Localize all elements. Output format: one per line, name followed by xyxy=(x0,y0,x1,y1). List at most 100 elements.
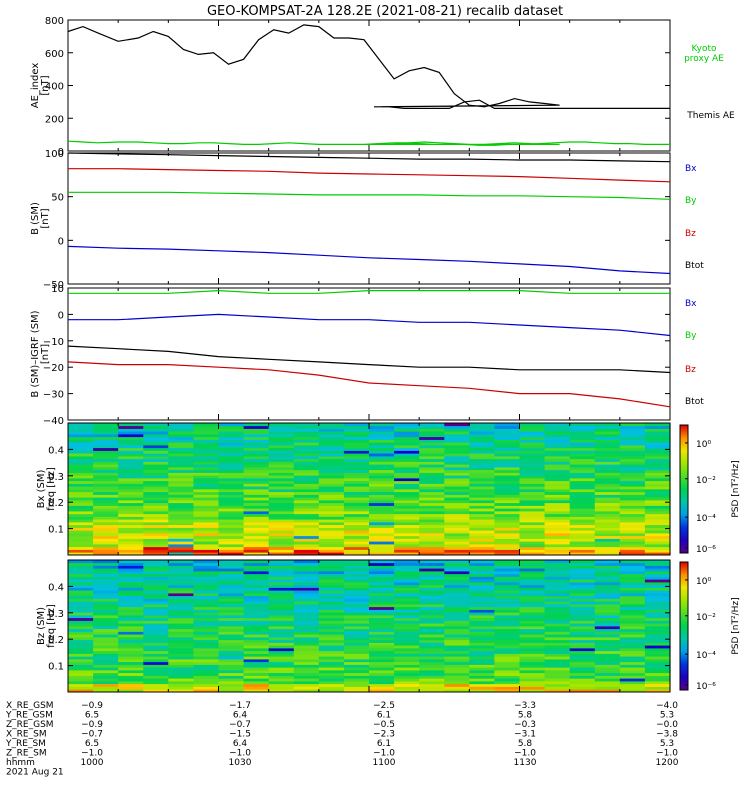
heatmap-cell xyxy=(369,681,395,685)
heatmap-cell xyxy=(519,601,546,605)
heatmap-cell xyxy=(243,533,270,537)
heatmap-cell xyxy=(193,593,220,597)
heatmap-cell xyxy=(394,478,420,482)
heatmap-cell xyxy=(469,522,495,526)
heatmap-cell xyxy=(293,447,320,451)
heatmap-cell xyxy=(444,648,470,652)
y-tick-label: 0.1 xyxy=(48,662,64,673)
heatmap-cell xyxy=(369,527,395,531)
heatmap-cell xyxy=(143,584,169,588)
heatmap-cell xyxy=(68,565,94,569)
heatmap-cell xyxy=(444,576,470,580)
heatmap-cell xyxy=(168,661,194,665)
heatmap-cell xyxy=(243,582,270,586)
heatmap-cell xyxy=(519,423,546,427)
heatmap-cell xyxy=(369,502,395,506)
heatmap-cell xyxy=(343,689,370,693)
colorbar-label: PSD [nT²/Hz] xyxy=(731,597,741,654)
heatmap-cell xyxy=(218,522,245,526)
heatmap-cell xyxy=(419,486,445,490)
heatmap-cell xyxy=(68,628,94,632)
heatmap-cell xyxy=(644,590,671,594)
heatmap-cell xyxy=(68,486,94,490)
heatmap-cell xyxy=(318,675,345,679)
heatmap-cell xyxy=(644,604,671,608)
heatmap-cell xyxy=(293,595,320,599)
heatmap-cell xyxy=(519,593,546,597)
heatmap-cell xyxy=(519,497,546,501)
heatmap-cell xyxy=(644,653,671,657)
heatmap-cell xyxy=(569,483,596,487)
heatmap-cell xyxy=(519,681,546,685)
heatmap-cell xyxy=(193,434,220,438)
heatmap-cell xyxy=(143,672,169,676)
heatmap-cell xyxy=(619,637,646,641)
heatmap-cell xyxy=(243,639,270,643)
heatmap-cell xyxy=(268,500,295,504)
heatmap-cell xyxy=(68,522,94,526)
heatmap-cell xyxy=(343,538,370,542)
heatmap-cell xyxy=(193,519,220,523)
heatmap-cell xyxy=(569,675,596,679)
heatmap-cell xyxy=(218,500,245,504)
y-tick-label: 0.4 xyxy=(48,445,64,456)
heatmap-cell xyxy=(594,686,621,690)
heatmap-cell xyxy=(494,497,521,501)
heatmap-cell xyxy=(619,431,646,435)
heatmap-cell xyxy=(318,584,345,588)
heatmap-cell xyxy=(143,659,169,663)
heatmap-cell xyxy=(369,549,395,553)
heatmap-cell xyxy=(68,508,94,512)
heatmap-cell xyxy=(519,527,546,531)
heatmap-cell xyxy=(619,587,646,591)
heatmap-cell xyxy=(569,593,596,597)
heatmap-cell xyxy=(644,516,671,520)
heatmap-cell xyxy=(168,689,194,693)
heatmap-cell xyxy=(143,431,169,435)
heatmap-cell xyxy=(168,516,194,520)
heatmap-cell xyxy=(243,648,270,652)
heatmap-cell xyxy=(318,560,345,564)
heatmap-cell xyxy=(118,584,144,588)
heatmap-cell xyxy=(168,467,194,471)
heatmap-cell xyxy=(193,590,220,594)
heatmap-cell xyxy=(594,628,621,632)
heatmap-cell xyxy=(644,480,671,484)
heatmap-cell xyxy=(343,565,370,569)
heatmap-cell xyxy=(218,573,245,577)
heatmap-cell xyxy=(544,524,571,528)
ephemeris-value: −3.8 xyxy=(656,730,678,740)
heatmap-cell xyxy=(143,513,169,517)
heatmap-cell xyxy=(419,513,445,517)
heatmap-cell xyxy=(569,573,596,577)
heatmap-cell xyxy=(519,612,546,616)
heatmap-cell xyxy=(569,475,596,479)
heatmap-cell xyxy=(118,579,144,583)
heatmap-cell xyxy=(644,560,671,564)
heatmap-cell xyxy=(143,480,169,484)
heatmap-cell xyxy=(394,672,420,676)
heatmap-cell xyxy=(68,678,94,682)
legend-btot: Btot xyxy=(685,397,704,407)
heatmap-cell xyxy=(168,491,194,495)
heatmap-cell xyxy=(569,478,596,482)
heatmap-cell xyxy=(469,626,495,630)
heatmap-cell xyxy=(419,650,445,654)
heatmap-cell xyxy=(143,478,169,482)
heatmap-cell xyxy=(68,620,94,624)
heatmap-cell xyxy=(243,549,270,553)
heatmap-cell xyxy=(218,434,245,438)
heatmap-cell xyxy=(193,467,220,471)
heatmap-cell xyxy=(394,458,420,462)
heatmap-cell xyxy=(68,439,94,443)
heatmap-cell xyxy=(394,604,420,608)
y-axis-label: Bz (SM) freq [Hz] xyxy=(36,604,57,648)
heatmap-cell xyxy=(343,645,370,649)
ephemeris-value: 6.4 xyxy=(233,711,248,721)
heatmap-cell xyxy=(168,593,194,597)
heatmap-cell xyxy=(143,549,169,553)
heatmap-cell xyxy=(318,601,345,605)
heatmap-cell xyxy=(494,612,521,616)
heatmap-cell xyxy=(394,530,420,534)
heatmap-cell xyxy=(118,450,144,454)
